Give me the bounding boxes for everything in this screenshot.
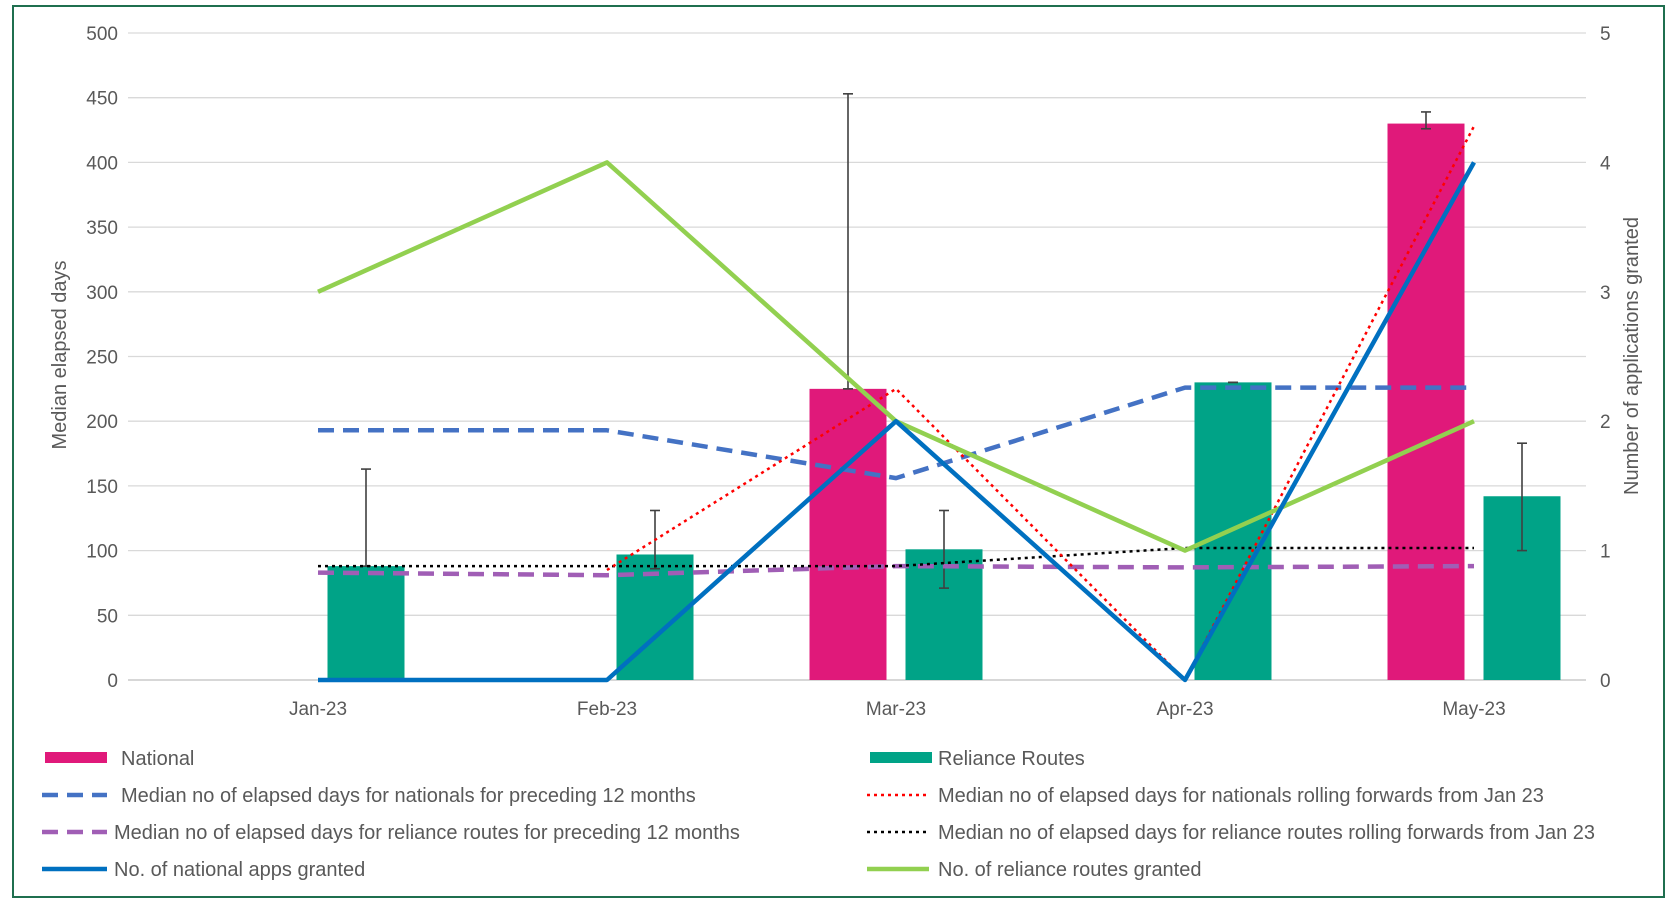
bar-national <box>1387 123 1465 680</box>
y2-tick-label: 4 <box>1600 153 1611 174</box>
legend-label: Median no of elapsed days for reliance r… <box>938 822 1595 844</box>
line-median-no-of-elapsed-days-for-nationals-for-preceding-12-months <box>318 385 1474 481</box>
legend-label: National <box>121 748 194 770</box>
line-median-no-of-elapsed-days-for-reliance-routes-for-preceding-12-months <box>317 563 1475 578</box>
line-no-of-national-apps-granted <box>318 161 1476 683</box>
line-median-no-of-elapsed-days-for-nationals-rolling-forwards-from-jan-23 <box>606 125 1476 682</box>
bar-reliance-routes <box>327 566 405 680</box>
y-tick-label: 150 <box>86 477 118 498</box>
legend: National Reliance Routes Median no of elap… <box>42 748 1595 881</box>
y-tick-label: 50 <box>97 606 118 627</box>
series-lines <box>317 125 1476 683</box>
x-tick-label: May-23 <box>1442 699 1505 720</box>
left-axis-ticks: 0 50 100 150 200 250 300 350 400 450 500 <box>86 24 118 692</box>
y-tick-label: 450 <box>86 89 118 110</box>
y2-tick-label: 3 <box>1600 283 1611 304</box>
x-tick-label: Apr-23 <box>1156 699 1213 720</box>
y-tick-label: 200 <box>86 412 118 433</box>
x-tick-label: Mar-23 <box>866 699 926 720</box>
legend-swatch <box>870 752 932 763</box>
y2-tick-label: 0 <box>1600 671 1611 692</box>
y-tick-label: 0 <box>107 671 118 692</box>
y-tick-label: 400 <box>86 153 118 174</box>
legend-swatch <box>45 752 107 763</box>
legend-label: Reliance Routes <box>938 748 1085 770</box>
x-tick-label: Jan-23 <box>289 699 347 720</box>
legend-label: No. of national apps granted <box>114 859 365 881</box>
x-axis-ticks: Jan-23 Feb-23 Mar-23 Apr-23 May-23 <box>289 699 1506 720</box>
legend-label: Median no of elapsed days for nationals … <box>121 785 696 807</box>
y2-axis-title: Number of applications granted <box>1621 217 1643 495</box>
y-axis-title: Median elapsed days <box>49 260 71 449</box>
right-axis-ticks: 0 1 2 3 4 5 <box>1600 24 1611 692</box>
y-tick-label: 500 <box>86 24 118 45</box>
legend-label: Median no of elapsed days for reliance r… <box>114 822 740 844</box>
legend-label: Median no of elapsed days for nationals … <box>938 785 1544 807</box>
x-tick-label: Feb-23 <box>577 699 637 720</box>
y-tick-label: 250 <box>86 348 118 369</box>
y2-tick-label: 5 <box>1600 24 1611 45</box>
bar-national <box>809 388 887 680</box>
legend-label: No. of reliance routes granted <box>938 859 1202 881</box>
y2-tick-label: 1 <box>1600 542 1611 563</box>
y-tick-label: 350 <box>86 218 118 239</box>
y2-tick-label: 2 <box>1600 412 1611 433</box>
y-tick-label: 300 <box>86 283 118 304</box>
y-tick-label: 100 <box>86 542 118 563</box>
bars <box>327 123 1561 680</box>
